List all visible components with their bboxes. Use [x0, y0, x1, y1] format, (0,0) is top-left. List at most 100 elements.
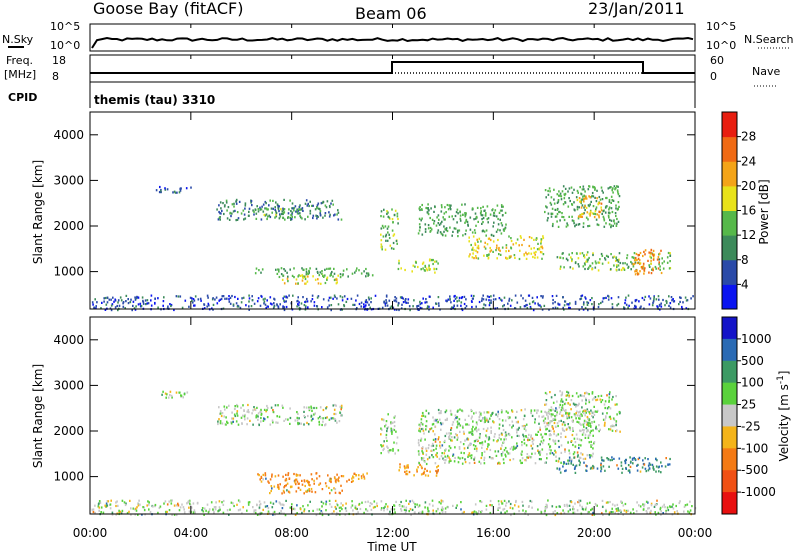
power-cell — [651, 268, 653, 271]
velocity-cell — [285, 477, 288, 481]
power-cell — [181, 306, 184, 309]
velocity-cell — [508, 500, 510, 503]
velocity-cell — [353, 472, 355, 475]
velocity-cell — [325, 500, 328, 503]
velocity-cell — [308, 406, 310, 409]
velocity-cell — [473, 458, 475, 461]
velocity-cell — [489, 417, 491, 420]
power-cell — [461, 296, 464, 299]
x-tick-label: 08:00 — [274, 526, 309, 540]
velocity-cell — [285, 499, 287, 502]
power-cell — [91, 301, 94, 304]
power-cell — [450, 301, 452, 304]
velocity-cell — [470, 408, 472, 412]
velocity-cell — [298, 422, 301, 425]
velocity-cell — [333, 412, 335, 416]
power-cell — [468, 255, 470, 258]
velocity-cell — [366, 472, 368, 475]
power-cell — [668, 267, 671, 270]
velocity-cell — [277, 421, 279, 424]
velocity-cell — [491, 504, 493, 507]
velocity-cell — [265, 410, 267, 413]
power-cell — [553, 188, 555, 191]
power-cell — [456, 231, 459, 234]
velocity-cell — [92, 508, 95, 511]
velocity-cell — [581, 394, 583, 397]
velocity-cell — [215, 501, 217, 504]
velocity-cell — [587, 429, 590, 432]
velocity-cell — [390, 449, 392, 452]
power-cell — [435, 260, 438, 263]
velocity-cell — [583, 409, 585, 412]
power-cell — [174, 191, 177, 194]
velocity-cell — [380, 433, 382, 436]
velocity-cell — [335, 507, 337, 510]
power-region — [417, 203, 507, 238]
velocity-cell — [166, 503, 169, 506]
velocity-cell — [183, 511, 186, 514]
velocity-cell — [453, 460, 456, 463]
velocity-cell — [503, 441, 505, 444]
power-cell — [482, 205, 484, 208]
velocity-cell — [416, 470, 418, 473]
power-cell — [618, 205, 620, 208]
power-cell — [229, 302, 232, 305]
power-cell — [512, 243, 515, 246]
velocity-cell — [333, 408, 336, 411]
velocity-cell — [395, 442, 398, 445]
velocity-cell — [503, 438, 505, 441]
power-cell — [562, 306, 564, 309]
power-cell — [293, 209, 295, 212]
velocity-cell — [507, 411, 509, 414]
power-cell — [328, 296, 331, 299]
power-cell — [413, 299, 415, 302]
x-tick-label: 16:00 — [476, 526, 511, 540]
power-cell — [226, 217, 229, 220]
power-cell — [631, 301, 633, 304]
power-cell — [605, 222, 607, 225]
power-cell — [610, 268, 612, 271]
velocity-cell — [380, 508, 383, 511]
velocity-cell — [310, 419, 313, 422]
power-cell — [416, 305, 418, 308]
power-cell — [459, 217, 462, 220]
velocity-cell — [282, 489, 285, 492]
power-cell — [658, 253, 660, 256]
power-cell — [644, 295, 647, 298]
power-cell — [610, 224, 613, 227]
power-cell — [524, 305, 527, 308]
velocity-cell — [578, 459, 580, 462]
power-cell — [541, 247, 544, 250]
power-cell — [614, 188, 616, 191]
velocity-cell — [647, 458, 649, 461]
velocity-cell — [461, 425, 464, 428]
power-cell — [307, 215, 309, 218]
power-cell — [588, 185, 591, 188]
power-cell — [472, 252, 474, 255]
power-cell — [583, 197, 585, 201]
power-cell — [301, 274, 304, 277]
power-cell — [593, 186, 596, 189]
power-cell — [238, 200, 241, 203]
power-cell — [556, 193, 559, 196]
power-cell — [513, 254, 516, 257]
velocity-cell — [435, 474, 438, 477]
power-cell — [611, 210, 614, 214]
velocity-cell — [612, 395, 614, 399]
velocity-cell — [419, 430, 422, 433]
power-cell — [395, 300, 398, 303]
velocity-cell — [506, 510, 508, 513]
velocity-cell — [480, 500, 483, 504]
velocity-cell — [643, 503, 646, 506]
velocity-cell — [577, 454, 579, 457]
power-cell — [391, 218, 394, 221]
power-cell — [600, 301, 602, 305]
velocity-cell — [528, 438, 531, 441]
velocity-cell — [561, 391, 564, 394]
velocity-cell — [448, 435, 450, 438]
velocity-cell — [234, 414, 237, 418]
velocity-cell — [440, 455, 443, 458]
velocity-cell — [580, 429, 582, 433]
power-cell — [206, 305, 208, 308]
power-cell — [650, 248, 653, 251]
